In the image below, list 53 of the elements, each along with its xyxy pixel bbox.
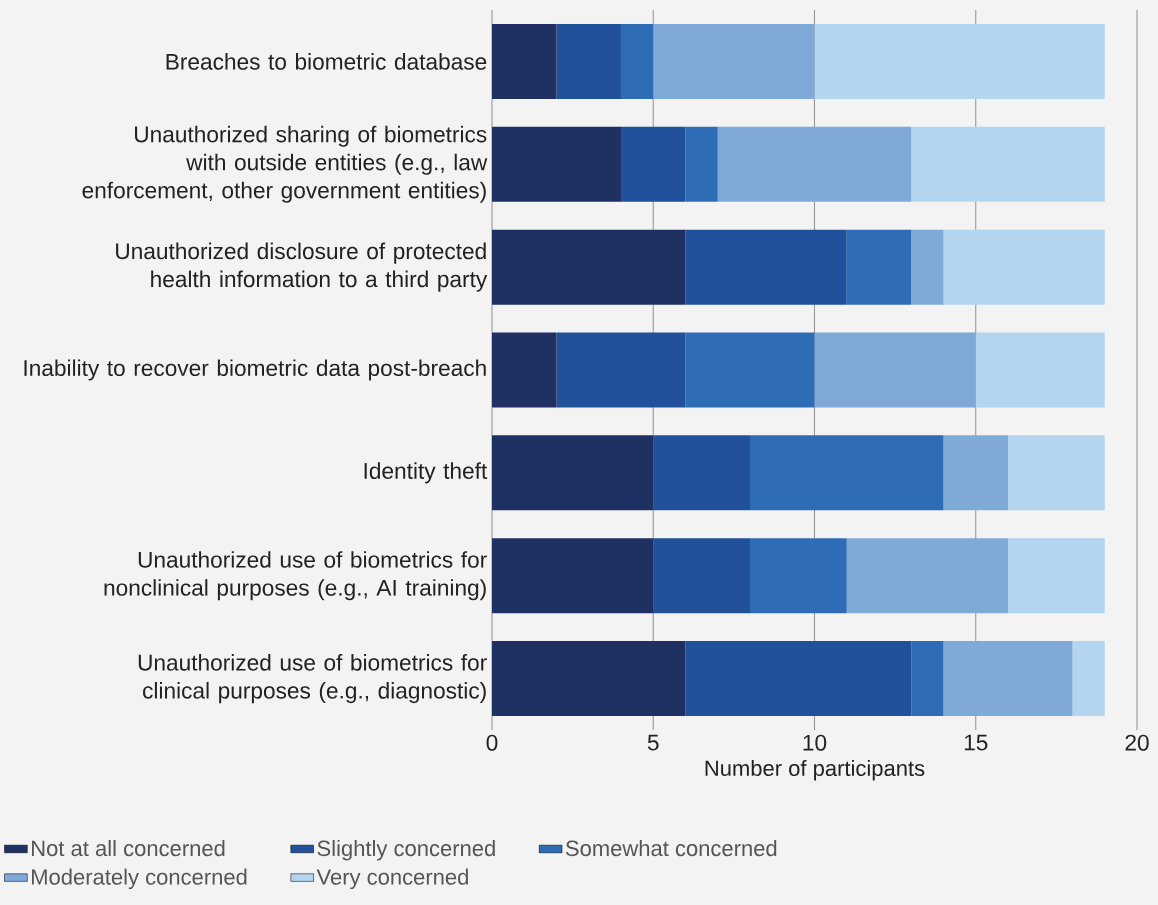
y-tick-label: Breaches to biometric database — [166, 53, 487, 70]
bar — [685, 126, 718, 202]
bar — [846, 229, 912, 305]
legend-label: Somewhat concerned — [565, 840, 777, 857]
y-tick-label: Identity theft — [364, 462, 488, 484]
y-tick-label: Unauthorized disclosure of protected health information to a third party — [116, 242, 488, 292]
bar — [814, 23, 1105, 99]
bar — [491, 126, 621, 202]
bar — [685, 229, 847, 305]
x-tick-label: 10 — [803, 734, 827, 751]
bar — [491, 229, 686, 305]
bar — [1007, 538, 1105, 614]
bar — [491, 641, 686, 717]
x-tick-label: 5 — [647, 734, 659, 751]
bar — [685, 332, 815, 408]
x-tick-label: 15 — [964, 734, 988, 751]
bar — [653, 538, 750, 614]
bar — [943, 229, 1105, 305]
bar — [1007, 435, 1105, 511]
bar — [653, 23, 815, 99]
bar — [491, 435, 654, 511]
y-tick-label: Unauthorized use of biometrics for nonclinical purposes (e.g., AI training) — [104, 551, 487, 601]
bar — [556, 332, 686, 408]
y-tick-label: Inability to recover biometric data post-breach — [24, 359, 486, 381]
bar — [556, 23, 621, 99]
bar — [749, 435, 944, 511]
bar — [653, 435, 750, 511]
x-tick-label: 20 — [1125, 734, 1149, 751]
bar — [975, 332, 1105, 408]
bar — [491, 538, 654, 614]
bar — [491, 332, 557, 408]
bar — [749, 538, 847, 614]
bar — [943, 435, 1008, 511]
bar — [846, 538, 1008, 614]
bar — [943, 641, 1073, 717]
bar — [717, 126, 912, 202]
legend-label: Slightly concerned — [317, 840, 495, 861]
bar — [1072, 641, 1105, 717]
bar — [814, 332, 976, 408]
bar — [491, 23, 557, 99]
y-tick-label: Unauthorized sharing of biometrics with outside entities (e.g., law enforcement, other government entities) — [82, 125, 488, 203]
legend-label: Not at all concerned — [32, 840, 225, 857]
y-tick-label: Unauthorized use of biometrics for clinical purposes (e.g., diagnostic) — [138, 654, 487, 704]
bar — [685, 641, 912, 717]
x-tick-label: 0 — [486, 734, 498, 751]
bar — [620, 126, 686, 202]
x-axis-title: Number of participants — [705, 759, 925, 781]
legend-label: Very concerned — [316, 868, 468, 890]
bar — [911, 229, 944, 305]
legend-label: Moderately concerned — [32, 868, 247, 890]
bar — [620, 23, 654, 99]
bar — [911, 641, 944, 717]
bar — [911, 126, 1105, 202]
